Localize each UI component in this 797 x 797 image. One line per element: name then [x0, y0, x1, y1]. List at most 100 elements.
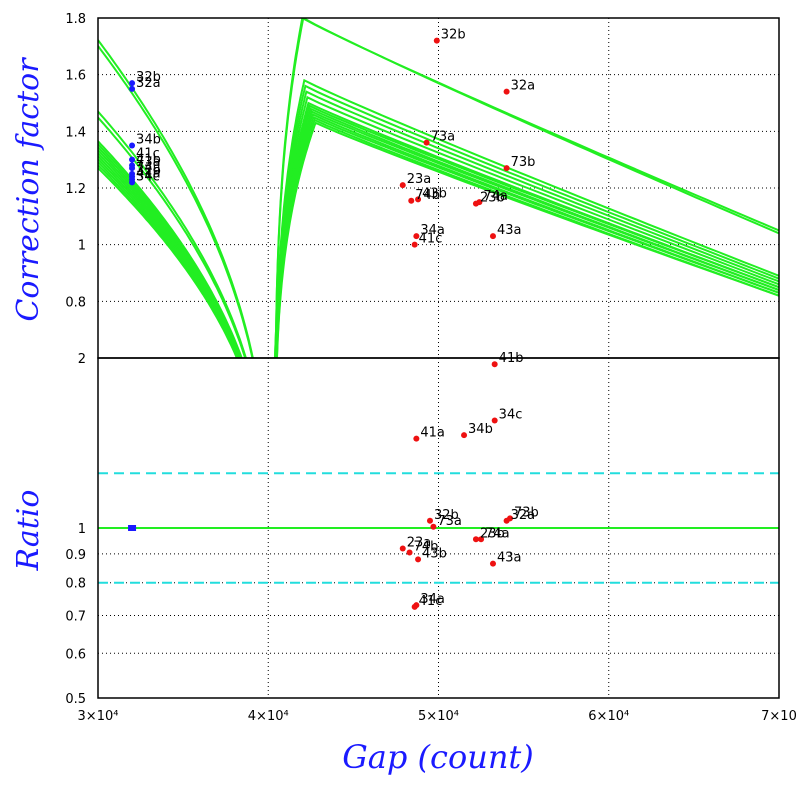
bottom-data-point: [472, 536, 479, 543]
correction-curve: [98, 121, 779, 358]
bottom-data-point: [399, 545, 406, 552]
top-data-point: [489, 233, 496, 240]
bottom-data-label: 23a: [407, 535, 432, 550]
top-data-point: [129, 85, 136, 92]
top-data-point: [503, 88, 510, 95]
bottom-data-point: [491, 361, 498, 368]
top-data-label: 23a: [407, 172, 432, 187]
bottom-data-label: 34c: [499, 408, 523, 423]
top-data-label: 73a: [431, 130, 456, 145]
top-data-label: 41b: [136, 152, 161, 167]
top-data-point: [129, 165, 136, 172]
bottom-y-tick-label: 0.7: [65, 609, 86, 624]
bottom-data-point: [503, 517, 510, 524]
top-data-label: 32b: [136, 70, 161, 85]
top-data-label: 41c: [419, 232, 443, 247]
bottom-data-label: 41a: [420, 426, 445, 441]
top-data-label: 74a: [136, 161, 161, 176]
bottom-data-label: 34b: [468, 422, 493, 437]
bottom-data-label: 23b: [480, 526, 505, 541]
bottom-data-label: 34a: [420, 592, 445, 607]
top-data-label: 32b: [441, 28, 466, 43]
top-data-label: 43a: [497, 223, 522, 238]
top-y-tick-label: 0.8: [65, 295, 86, 310]
bottom-data-point: [406, 549, 413, 556]
top-data-point: [129, 142, 136, 149]
bottom-data-label: 41c: [419, 594, 443, 609]
correction-curve: [98, 112, 779, 358]
bottom-panel: 0.5 0.6 0.7 0.8 0.9 1 2 3×10⁴ 4×10⁴ 5×10⁴ 6×10⁴ 7×1…: [65, 351, 797, 724]
top-data-label: 74b: [415, 188, 440, 203]
bottom-data-label: 73a: [437, 514, 462, 529]
top-points: 32b32a34b41c41b73a74a32b41a34c41a34c32b3…: [129, 0, 535, 248]
top-panel: 0.811.21.41.61.832b32a34b41c41b73a74a32b…: [65, 0, 780, 359]
top-data-label: 32b: [136, 164, 161, 179]
bottom-y-tick-label: 0.9: [65, 548, 86, 563]
top-y-tick-label: 1.2: [65, 182, 86, 197]
bottom-y-axis-label: Ratio: [11, 490, 46, 572]
top-y-tick-label: 1: [78, 239, 86, 254]
bottom-data-label: 43a: [497, 551, 522, 566]
top-data-point: [423, 139, 430, 146]
top-data-point: [503, 165, 510, 172]
top-data-label: 32a: [511, 79, 536, 94]
top-data-point: [415, 196, 422, 203]
bottom-data-label: 74b: [414, 539, 439, 554]
bottom-data-point: [478, 536, 485, 543]
bottom-data-point: [411, 603, 418, 610]
top-data-label: 34c: [136, 169, 160, 184]
top-data-label: 43b: [422, 186, 447, 201]
top-data-point: [408, 197, 415, 204]
bottom-frame: [97, 357, 780, 699]
bottom-y-tick-label: 2: [78, 352, 86, 367]
correction-curve: [98, 110, 779, 358]
top-data-point: [399, 182, 406, 189]
top-data-point: [413, 233, 420, 240]
bottom-y-tick-label: 1: [78, 522, 86, 537]
top-y-axis-label: Correction factor: [11, 57, 46, 322]
bottom-data-point: [491, 417, 498, 424]
bottom-data-point: [415, 556, 422, 563]
top-data-point: [472, 200, 479, 207]
bottom-data-point: [430, 523, 437, 530]
bottom-data-point: [426, 517, 433, 524]
top-data-point: [411, 241, 418, 248]
top-data-label: 41a: [136, 167, 161, 182]
top-data-point: [129, 80, 136, 87]
bottom-data-point: [461, 432, 468, 439]
top-data-label: 73a: [136, 155, 161, 170]
top-data-label: 34a: [420, 223, 445, 238]
x-tick-label: 3×10⁴: [78, 709, 119, 724]
bottom-y-tick-label: 0.8: [65, 577, 86, 592]
bottom-data-point: [489, 560, 496, 567]
top-data-label: 73b: [511, 155, 536, 170]
top-y-tick-label: 1.8: [65, 12, 86, 27]
bottom-data-label: 32a: [511, 508, 536, 523]
top-data-label: 74a: [483, 189, 508, 204]
bottom-data-point: [413, 435, 420, 442]
top-data-point: [129, 156, 136, 163]
reference-lines: [98, 472, 779, 584]
top-data-label: 23b: [480, 191, 505, 206]
correction-curve: [98, 18, 779, 358]
x-tick-label: 4×10⁴: [248, 709, 289, 724]
x-tick-label: 7×10: [761, 709, 797, 724]
x-axis-label: Gap (count): [342, 738, 534, 776]
bottom-y-tick-label: 0.5: [65, 692, 86, 707]
bottom-y-tick-label: 0.6: [65, 647, 86, 662]
top-data-point: [433, 37, 440, 44]
bottom-data-label: 32b: [434, 508, 459, 523]
top-y-tick-label: 1.6: [65, 69, 86, 84]
top-data-label: 34b: [136, 133, 161, 148]
top-data-label: 41c: [136, 147, 160, 162]
top-y-tick-label: 1.4: [65, 125, 86, 140]
x-tick-label: 6×10⁴: [588, 709, 629, 724]
bottom-data-point: [128, 525, 137, 531]
top-data-point: [129, 179, 136, 186]
bottom-data-label: 73b: [514, 505, 539, 520]
x-tick-label: 5×10⁴: [418, 709, 459, 724]
bottom-data-label: 43b: [422, 546, 447, 561]
top-data-label: 32a: [136, 76, 161, 91]
